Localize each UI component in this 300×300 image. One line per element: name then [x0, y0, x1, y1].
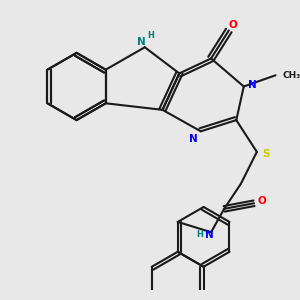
Text: O: O — [228, 20, 237, 30]
Text: H: H — [147, 31, 154, 40]
Text: S: S — [262, 149, 270, 159]
Text: O: O — [257, 196, 266, 206]
Text: N: N — [189, 134, 198, 144]
Text: N: N — [205, 230, 214, 240]
Text: N: N — [137, 37, 146, 47]
Text: CH₃: CH₃ — [283, 71, 300, 80]
Text: N: N — [248, 80, 256, 90]
Text: H: H — [196, 230, 203, 239]
